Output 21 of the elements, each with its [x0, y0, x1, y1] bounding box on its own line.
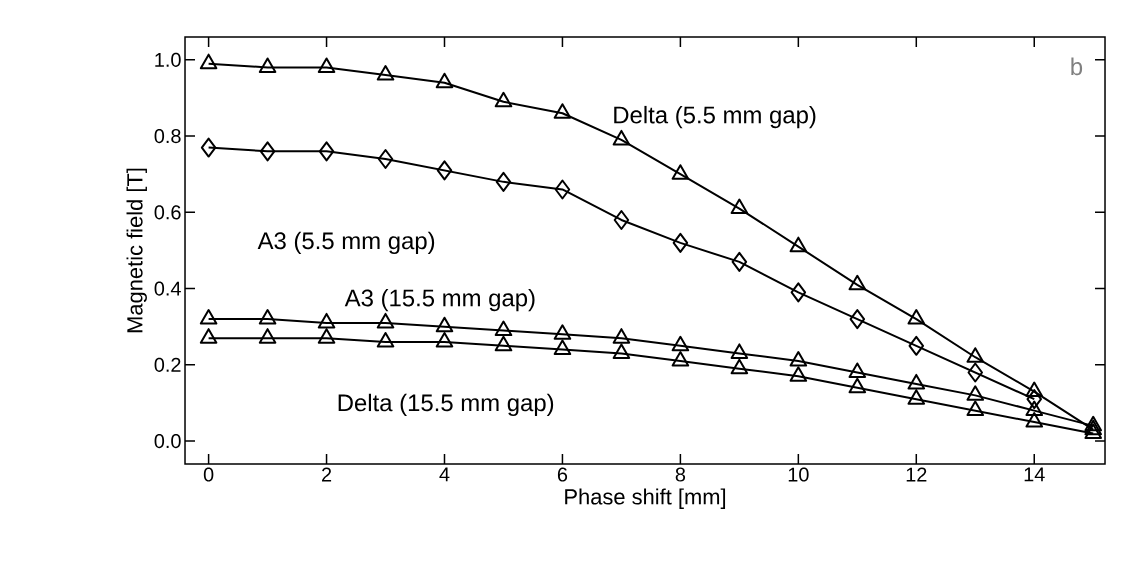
series-label: A3 (15.5 mm gap)	[344, 288, 535, 312]
y-tick-label: 0.4	[154, 281, 181, 296]
y-tick-label: 0.2	[154, 357, 181, 372]
x-tick-label: 0	[203, 467, 214, 482]
x-tick-label: 12	[906, 467, 927, 482]
x-tick-label: 8	[675, 467, 686, 482]
series-label: Delta (5.5 mm gap)	[614, 105, 816, 129]
x-tick-label: 4	[439, 467, 450, 482]
x-tick-label: 14	[1024, 467, 1045, 482]
y-tick-label: 1.0	[155, 52, 181, 67]
y-tick-label: 0.6	[154, 205, 181, 220]
x-tick-label: 10	[788, 467, 809, 482]
text: A3 (5.5 mm gap)	[257, 231, 435, 255]
series-label: Delta (15.5 mm gap)	[338, 393, 554, 417]
x-tick-label: 6	[557, 467, 568, 482]
y-tick-label: 0.8	[154, 129, 181, 144]
annotation: b	[1071, 57, 1083, 76]
y-axis-title: Magnetic field [T]	[126, 168, 147, 333]
y-tick-label: 0.0	[154, 434, 181, 449]
x-axis-title: Phase shift [mm]	[565, 488, 726, 509]
x-tick-label: 2	[322, 467, 332, 482]
